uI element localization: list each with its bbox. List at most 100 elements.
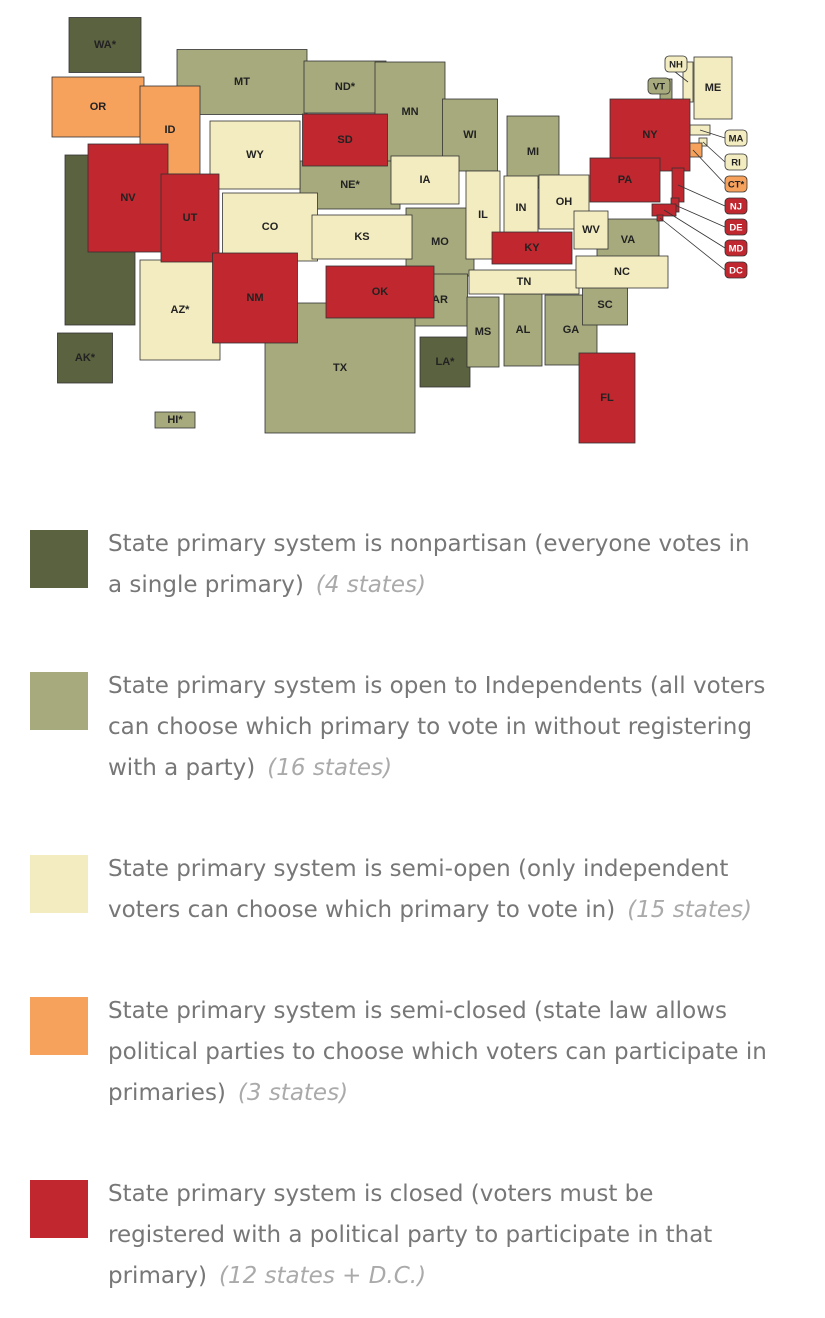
state-label: AR — [432, 294, 448, 306]
state-shape — [154, 411, 196, 429]
state-label: AK* — [75, 352, 96, 364]
legend-text: State primary system is semi-open (only … — [108, 835, 768, 931]
legend-text: State primary system is nonpartisan (eve… — [108, 510, 768, 606]
leader-line — [659, 217, 726, 271]
legend-item: State primary system is open to Independ… — [30, 652, 825, 835]
state-label: IA — [420, 174, 431, 186]
leader-line — [663, 209, 726, 249]
state-shape — [51, 76, 145, 138]
state-shape — [503, 293, 543, 367]
state-shape — [468, 269, 580, 295]
state-label: KS — [354, 231, 369, 243]
legend-label: State primary system is open to Independ… — [108, 673, 766, 781]
state-label: OH — [556, 196, 573, 208]
state-label-box — [664, 55, 688, 73]
legend-swatch — [30, 997, 88, 1055]
state-label: WY — [246, 149, 264, 161]
legend-item: State primary system is closed (voters m… — [30, 1160, 825, 1300]
state-label: GA — [563, 324, 580, 336]
leader-line — [677, 184, 726, 207]
state-label: WV — [582, 224, 600, 236]
legend-count: (16 states) — [267, 755, 393, 781]
us-map: WA*CA*LA*AK*MTND*MNWIMINE*MOARTXMSALGASC… — [51, 17, 748, 444]
state-label: ND* — [335, 81, 356, 93]
state-label: ID — [165, 124, 176, 136]
legend-count: (3 states) — [237, 1080, 349, 1106]
state-shape — [582, 284, 628, 326]
state-label: FL — [600, 392, 614, 404]
state-label: MT — [234, 76, 250, 88]
state-label: VT — [653, 82, 665, 93]
state-label: ME — [705, 82, 722, 94]
state-label: MO — [431, 236, 449, 248]
state-label-box — [724, 218, 748, 236]
state-shape — [325, 265, 435, 319]
state-shape — [311, 214, 413, 260]
state-shape — [302, 113, 388, 167]
state-label: OR — [90, 101, 107, 113]
legend-text: State primary system is semi-closed (sta… — [108, 977, 768, 1114]
state-label: TN — [517, 276, 532, 288]
state-shape — [87, 143, 169, 253]
state-label: RI — [731, 158, 741, 169]
state-shape — [212, 252, 298, 344]
legend-text: State primary system is closed (voters m… — [108, 1160, 768, 1297]
state-label: MI — [527, 146, 539, 158]
legend-swatch — [30, 530, 88, 588]
state-shape — [575, 255, 669, 289]
legend: State primary system is nonpartisan (eve… — [0, 510, 825, 1300]
legend-label: State primary system is closed (voters m… — [108, 1181, 713, 1289]
state-shape — [209, 120, 301, 190]
state-label: SC — [597, 299, 612, 311]
state-label-box — [724, 261, 748, 279]
state-label: AZ* — [171, 304, 191, 316]
state-label: DE — [729, 223, 742, 234]
leader-line — [692, 149, 726, 185]
state-label: SD — [337, 134, 352, 146]
state-label-box — [647, 77, 671, 95]
legend-text: State primary system is open to Independ… — [108, 652, 768, 789]
leader-line — [702, 141, 726, 163]
state-label: CT* — [728, 180, 745, 191]
state-label: NE* — [340, 179, 360, 191]
leader-line — [699, 129, 726, 139]
legend-label: State primary system is semi-closed (sta… — [108, 998, 767, 1106]
legend-label: State primary system is semi-open (only … — [108, 856, 729, 923]
state-label: NH — [669, 60, 683, 71]
state-label: IN — [516, 202, 527, 214]
state-shape — [57, 332, 113, 384]
state-label-box — [724, 153, 748, 171]
state-shape — [573, 210, 609, 250]
state-label: VA — [621, 234, 636, 246]
state-shape — [299, 160, 401, 210]
state-label: NJ — [730, 202, 742, 213]
legend-swatch — [30, 672, 88, 730]
state-label: WI — [463, 129, 476, 141]
state-shape — [693, 56, 733, 120]
state-shape — [139, 259, 221, 361]
legend-count: (12 states + D.C.) — [219, 1263, 427, 1289]
state-shape — [390, 155, 460, 205]
state-label: LA* — [436, 356, 456, 368]
state-label: MN — [401, 106, 418, 118]
state-label-box — [724, 197, 748, 215]
state-label: HI* — [167, 414, 183, 426]
state-label: UT — [183, 212, 198, 224]
state-shape — [503, 175, 539, 241]
legend-count: (4 states) — [315, 572, 426, 598]
legend-item: State primary system is semi-open (only … — [30, 835, 825, 977]
state-label: DC — [729, 266, 743, 277]
state-label-box — [724, 175, 748, 193]
state-shape — [160, 173, 220, 263]
legend-item: State primary system is semi-closed (sta… — [30, 977, 825, 1160]
state-label: NY — [642, 129, 658, 141]
state-label-box — [724, 239, 748, 257]
state-shape — [578, 352, 636, 444]
state-label: WA* — [94, 39, 117, 51]
state-label: MD — [729, 244, 744, 255]
state-label: TX — [333, 362, 348, 374]
leader-line — [674, 204, 726, 228]
state-shape — [303, 60, 387, 114]
state-label: NC — [614, 266, 630, 278]
